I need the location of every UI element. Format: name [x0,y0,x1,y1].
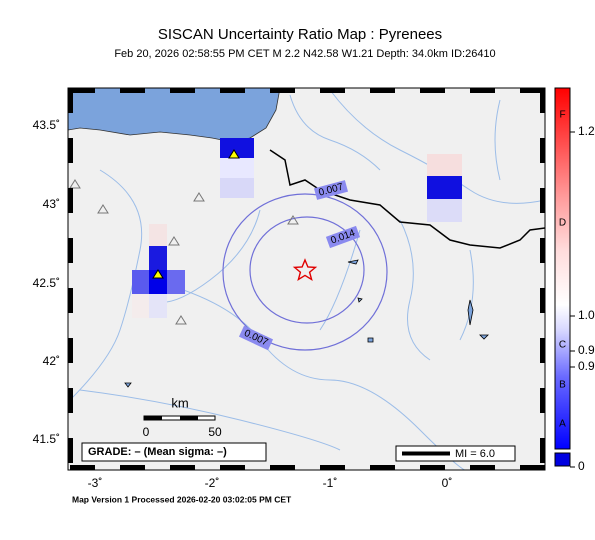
grade-letter: B [559,380,566,391]
scale-bar: km 0 50 [143,395,222,439]
lakes [124,259,489,388]
colorbar-values: 1.2 1.0 0.9 0.9 0 [578,124,595,473]
lon-label: -2˚ [205,476,220,490]
scale-label: 50 [208,425,222,439]
lat-label: 42.5˚ [33,276,60,290]
grade: GRADE: – (Mean sigma: –) [88,446,227,458]
grade-letter: A [559,419,566,430]
lon-label: 0˚ [442,476,453,490]
sea [68,88,281,143]
frame-ticks [68,88,545,470]
uncertainty-cells [132,138,462,318]
title: SISCAN Uncertainty Ratio Map : Pyrenees [158,26,442,43]
rivers [69,89,545,470]
border [269,149,545,249]
colorbar-gradient [554,87,571,450]
footer: Map Version 1 Processed 2026-02-20 03:02… [72,494,292,504]
lat-labels: 43.5˚ 43˚ 42.5˚ 42˚ 41.5˚ [33,118,60,446]
lon-label: -3˚ [88,476,103,490]
grade-letter: C [559,340,566,351]
scale-label: 0 [143,425,150,439]
colorbar-value: 1.0 [578,308,595,322]
lon-labels: -3˚ -2˚ -1˚ 0˚ [88,476,453,490]
contours [222,193,388,351]
lat-label: 41.5˚ [33,432,60,446]
colorbar-value: 1.2 [578,124,595,138]
grade-letter: D [559,218,566,229]
stations [69,179,299,325]
lat-label: 42˚ [43,354,60,368]
colorbar-value: 0.9 [578,343,595,357]
lat-label: 43˚ [43,197,60,211]
mi-box [395,445,516,462]
grade-letter: F [559,110,565,121]
station-active [152,149,240,279]
grade-letters: F D C B A [559,110,566,430]
contour-labels: 0.007 0.014 0.007 [238,180,361,351]
map-area: 0.007 0.014 0.007 km 0 50 GRADE: – (Mean… [68,88,545,470]
colorbar-value: 0.9 [578,359,595,373]
lon-label: -1˚ [323,476,338,490]
map-frame [67,87,546,471]
colorbar: F D C B A 1.2 1.0 0.9 0.9 0 [554,87,595,473]
colorbar-zero [554,452,571,467]
mi: MI = 6.0 [455,448,495,460]
lat-label: 43.5˚ [33,118,60,132]
grade-box [81,442,267,462]
colorbar-ticks [570,131,575,468]
epicenter [292,258,318,282]
colorbar-value: 0 [578,459,585,473]
subtitle: Feb 20, 2026 02:58:55 PM CET M 2.2 N42.5… [114,48,495,60]
scale-unit: km [171,395,188,410]
